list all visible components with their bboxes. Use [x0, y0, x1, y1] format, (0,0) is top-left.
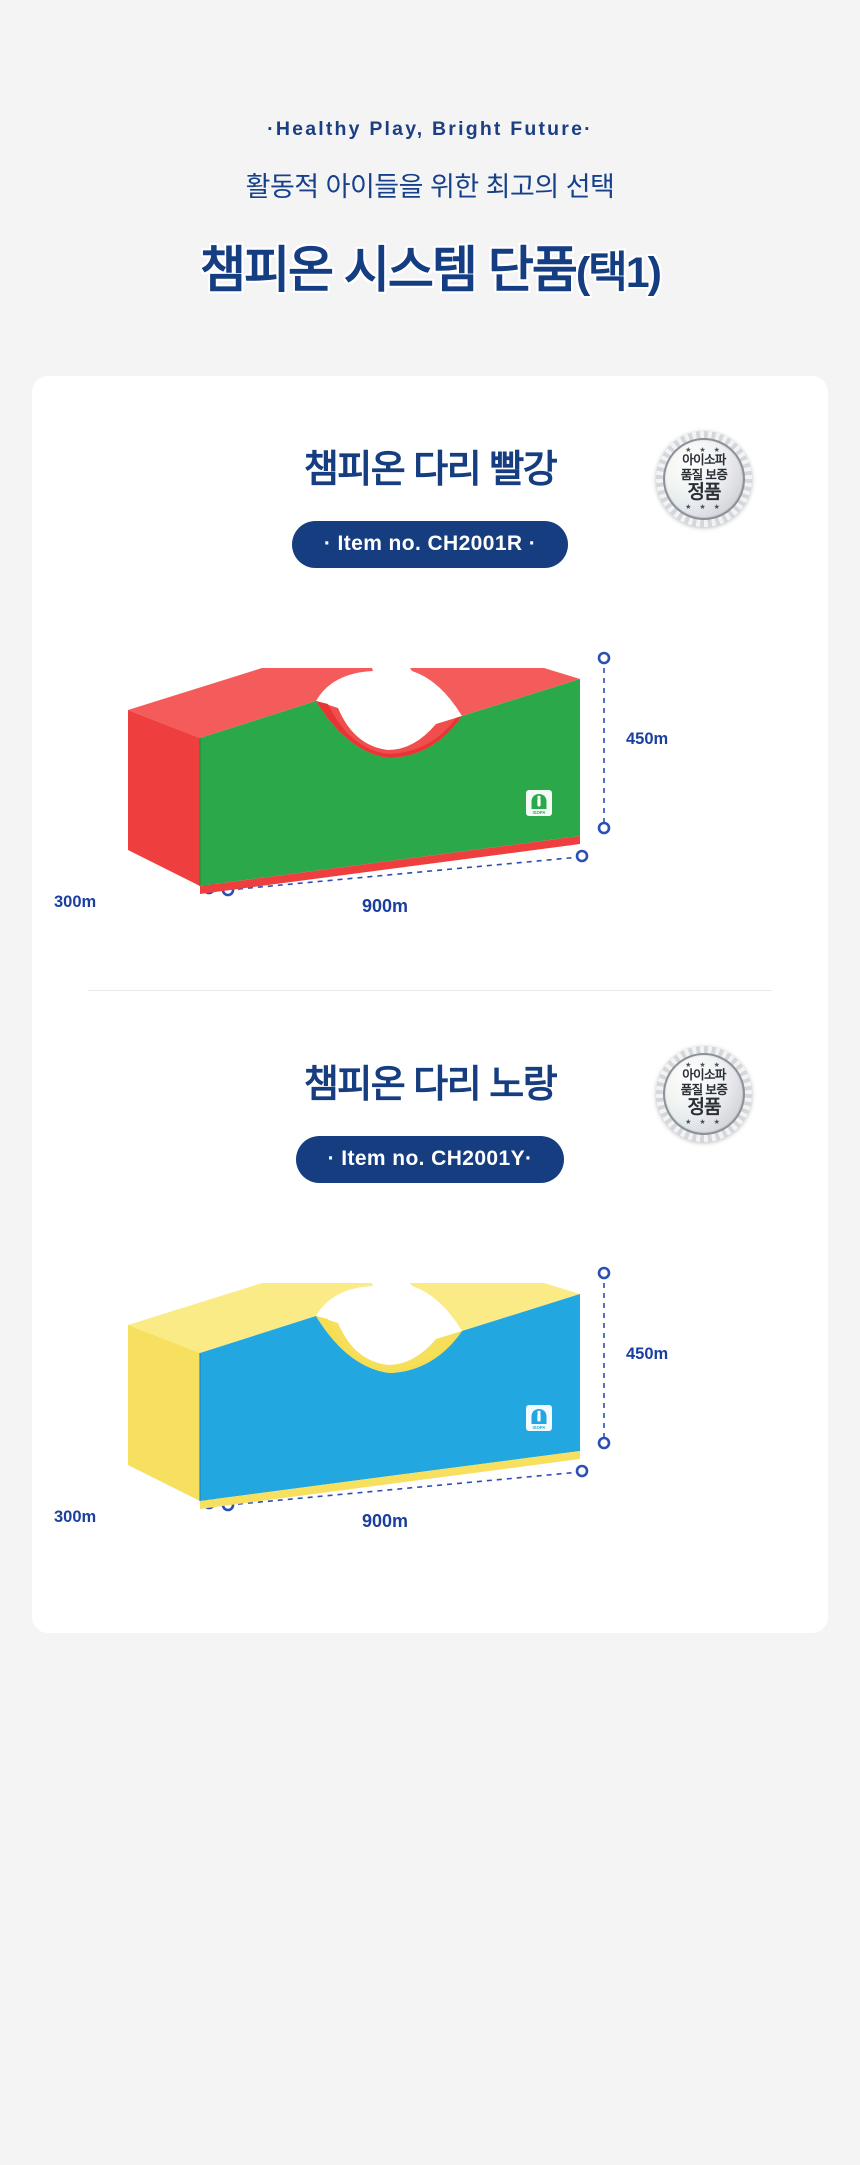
- brand-logo-tag-yellow: ISOPA: [526, 1405, 552, 1431]
- dimension-width-yellow: 900m: [362, 1511, 409, 1531]
- product-title-yellow: 챔피온 다리 노랑: [303, 1064, 558, 1106]
- product-item-yellow: 챔피온 다리 노랑 · Item no. CH2001Y· ★ ★ ★ 아이소파…: [32, 991, 828, 1553]
- product-figure-yellow: ISOPA 450m 300m 900m: [32, 1253, 828, 1553]
- header-eyebrow: ·Healthy Play, Bright Future·: [267, 118, 593, 140]
- header-subtitle: 활동적 아이들을 위한 최고의 선택: [245, 172, 615, 202]
- seal-stars-top: ★ ★ ★: [685, 1061, 723, 1069]
- product-item-red: 챔피온 다리 빨강 · Item no. CH2001R · ★ ★ ★ 아이소…: [32, 376, 828, 938]
- svg-text:ISOPA: ISOPA: [533, 1425, 546, 1430]
- svg-text:ISOPA: ISOPA: [533, 810, 546, 815]
- page-title: 챔피온 시스템 단품(택1): [0, 230, 860, 302]
- seal-stars-top: ★ ★ ★: [685, 446, 723, 454]
- seal-stars-bottom: ★ ★ ★: [685, 503, 723, 511]
- product-title-red: 챔피온 다리 빨강: [303, 449, 558, 491]
- product-figure-red: ISOPA 450m 300m 900m: [32, 638, 828, 938]
- product-illustration-yellow: ISOPA: [128, 1266, 611, 1512]
- product-illustration-red: ISOPA: [128, 651, 611, 897]
- dimension-width-red: 900m: [362, 896, 409, 916]
- dimension-depth-yellow: 300m: [54, 1508, 97, 1526]
- seal-hologram: [666, 441, 742, 517]
- seal-line2: 품질 보증: [680, 1082, 728, 1097]
- seal-icon: ★ ★ ★ 아이소파 품질 보증 정품 ★ ★ ★: [656, 431, 752, 527]
- dimension-height-yellow: 450m: [626, 1345, 669, 1363]
- product-header-red: 챔피온 다리 빨강 · Item no. CH2001R ·: [32, 376, 828, 568]
- brand-logo-tag-red: ISOPA: [526, 790, 552, 816]
- product-header-yellow: 챔피온 다리 노랑 · Item no. CH2001Y·: [32, 991, 828, 1183]
- seal-stars-bottom: ★ ★ ★: [685, 1118, 723, 1126]
- page-title-paren: (택1): [575, 249, 662, 297]
- seal-line1: 아이소파: [682, 453, 726, 468]
- seal-line3: 정품: [687, 1097, 722, 1119]
- dimension-depth-red: 300m: [54, 893, 97, 911]
- seal-text: ★ ★ ★ 아이소파 품질 보증 정품 ★ ★ ★: [656, 1046, 752, 1142]
- quality-seal-red: ★ ★ ★ 아이소파 품질 보증 정품 ★ ★ ★: [656, 431, 752, 527]
- item-no-badge-red: · Item no. CH2001R ·: [291, 521, 569, 568]
- seal-text: ★ ★ ★ 아이소파 품질 보증 정품 ★ ★ ★: [656, 431, 752, 527]
- section-divider: [88, 990, 772, 991]
- item-no-badge-yellow: · Item no. CH2001Y·: [295, 1136, 565, 1183]
- products-card: 챔피온 다리 빨강 · Item no. CH2001R · ★ ★ ★ 아이소…: [32, 376, 828, 1633]
- page-title-main: 챔피온 시스템 단품: [200, 242, 578, 298]
- seal-line3: 정품: [687, 482, 722, 504]
- seal-line2: 품질 보증: [680, 467, 728, 482]
- foam-block-red: [128, 668, 580, 894]
- dimension-height-red: 450m: [626, 730, 669, 748]
- quality-seal-yellow: ★ ★ ★ 아이소파 품질 보증 정품 ★ ★ ★: [656, 1046, 752, 1142]
- seal-line1: 아이소파: [682, 1068, 726, 1083]
- foam-block-yellow: [128, 1283, 580, 1509]
- seal-icon: ★ ★ ★ 아이소파 품질 보증 정품 ★ ★ ★: [656, 1046, 752, 1142]
- seal-hologram: [666, 1056, 742, 1132]
- page-header: ·Healthy Play, Bright Future· 활동적 아이들을 위…: [0, 0, 860, 302]
